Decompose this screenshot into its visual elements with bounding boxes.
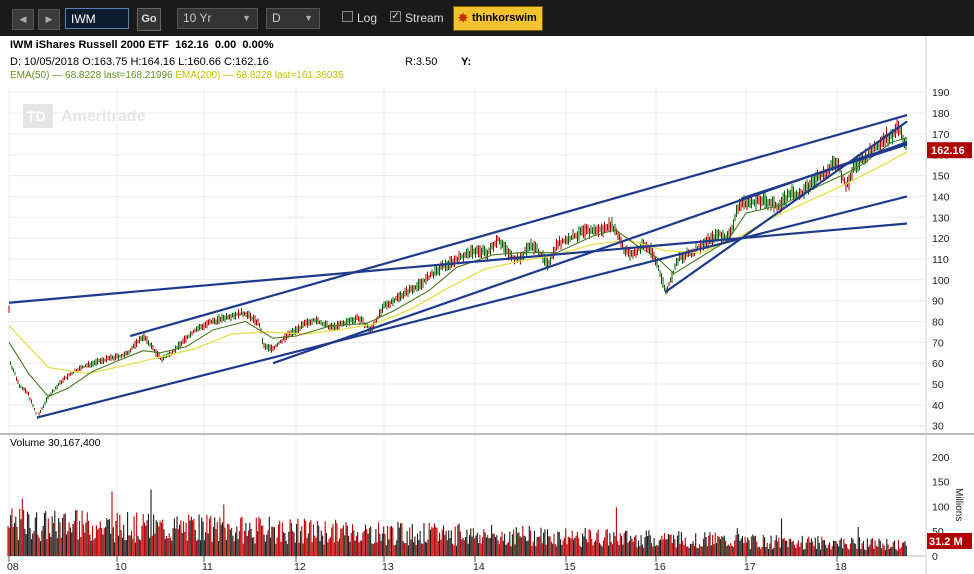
- trendline: [129, 114, 908, 338]
- last-volume-badge-label: 31.2 M: [929, 536, 963, 548]
- trendline: [37, 195, 908, 419]
- price-axis-tick-label: 90: [932, 296, 944, 308]
- forward-arrow-icon: ▶: [45, 14, 53, 24]
- panel-separator: [0, 433, 974, 435]
- last-price: 162.16: [175, 39, 209, 51]
- last-price-badge: [927, 142, 972, 159]
- interval-value: D: [272, 11, 281, 25]
- y-readout: Y:: [461, 56, 472, 68]
- trendline: [8, 222, 908, 304]
- time-axis-tick-label: 18: [835, 561, 847, 573]
- td-logo-text: TD: [27, 108, 46, 124]
- time-axis-tick-label: 13: [382, 561, 394, 573]
- volume-unit-label: Millions: [953, 488, 964, 521]
- last-volume-badge: [927, 533, 972, 549]
- time-axis-tick-label: 12: [294, 561, 306, 573]
- volume-label: Volume 30,167,400: [10, 437, 101, 449]
- price-axis-tick-label: 50: [932, 379, 944, 391]
- volume-bars: [7, 489, 907, 556]
- time-axis-tick-label: 14: [473, 561, 485, 573]
- ratio-readout: R:3.50: [405, 56, 438, 68]
- go-button[interactable]: Go: [137, 8, 161, 31]
- price-axis-tick-label: 100: [932, 275, 950, 287]
- price-axis-tick-label: 170: [932, 129, 950, 141]
- time-axis-tick-label: 16: [654, 561, 666, 573]
- ema50-line: [8, 137, 908, 398]
- volume-axis-tick-label: 200: [932, 452, 950, 464]
- forward-button[interactable]: ▶: [38, 9, 60, 30]
- price-axis-tick-label: 150: [932, 171, 950, 183]
- stream-label: Stream: [405, 11, 444, 25]
- time-axis-tick-label: 17: [744, 561, 756, 573]
- volume-axis-tick-label: 150: [932, 477, 950, 489]
- price-axis-tick-label: 30: [932, 421, 944, 433]
- period-select[interactable]: 10 Yr ▼: [177, 8, 258, 29]
- price-axis-tick-label: 180: [932, 108, 950, 120]
- price-axis-tick-label: 120: [932, 233, 950, 245]
- ema-legend: EMA(50) — 68.8228 last=168.21996 EMA(200…: [10, 70, 344, 81]
- thinkorswim-logo-icon: ✸: [458, 11, 469, 25]
- price-axis-tick-label: 130: [932, 212, 950, 224]
- thinkorswim-button[interactable]: ✸ thinkorswim: [453, 6, 543, 31]
- last-price-badge-label: 162.16: [931, 145, 965, 157]
- chart-area[interactable]: 3040506070809010011012013014015016017018…: [0, 36, 974, 574]
- interval-select[interactable]: D ▼: [266, 8, 320, 29]
- log-label: Log: [357, 11, 378, 25]
- time-axis-tick-label: 10: [115, 561, 127, 573]
- instrument-title: IWM iShares Russell 2000 ETF: [10, 39, 169, 51]
- thinkorswim-label: thinkorswim: [472, 12, 537, 24]
- price-axis-tick-label: 40: [932, 400, 944, 412]
- ema200-legend: EMA(200) — 68.8228 last=161.36035: [175, 70, 344, 81]
- volume-axis-tick-label: 100: [932, 501, 950, 513]
- chart-canvas[interactable]: 3040506070809010011012013014015016017018…: [0, 36, 974, 574]
- quote-line: IWM iShares Russell 2000 ETF 162.16 0.00…: [10, 39, 274, 51]
- price-axis-tick-label: 70: [932, 337, 944, 349]
- price-axis-tick-label: 190: [932, 87, 950, 99]
- stream-checkbox[interactable]: ✓: [390, 11, 401, 22]
- volume-axis-tick-label: 0: [932, 551, 938, 563]
- percent-change: 0.00%: [242, 39, 274, 51]
- chevron-down-icon: ▼: [304, 13, 313, 23]
- ema50-legend: EMA(50) — 68.8228 last=168.21996: [10, 70, 173, 81]
- toolbar: ◀ ▶ Go 10 Yr ▼ D ▼ Log ✓ Stream ✸ thinko…: [0, 0, 974, 36]
- price-axis-tick-label: 140: [932, 191, 950, 203]
- symbol-input[interactable]: [65, 8, 129, 29]
- volume-axis-tick-label: 50: [932, 526, 944, 538]
- back-button[interactable]: ◀: [12, 9, 34, 30]
- td-logo-icon: [23, 104, 53, 128]
- price-axis-tick-label: 110: [932, 254, 949, 266]
- time-axis-tick-label: 15: [564, 561, 576, 573]
- check-icon: ✓: [391, 11, 400, 22]
- chevron-down-icon: ▼: [242, 13, 251, 23]
- ohlc-line: D: 10/05/2018 O:163.75 H:164.16 L:160.66…: [10, 56, 269, 68]
- watermark-text: Ameritrade: [61, 108, 146, 125]
- time-axis-tick-label: 08: [7, 561, 19, 573]
- time-axis-tick-label: 11: [202, 561, 213, 573]
- price-axis-tick-label: 60: [932, 358, 944, 370]
- period-value: 10 Yr: [183, 11, 212, 25]
- trendline: [741, 143, 908, 200]
- back-arrow-icon: ◀: [19, 14, 27, 24]
- price-axis-tick-label: 80: [932, 317, 944, 329]
- price-candles: [8, 119, 907, 420]
- net-change: 0.00: [214, 39, 237, 51]
- trendline: [664, 120, 908, 294]
- log-checkbox[interactable]: [342, 11, 353, 22]
